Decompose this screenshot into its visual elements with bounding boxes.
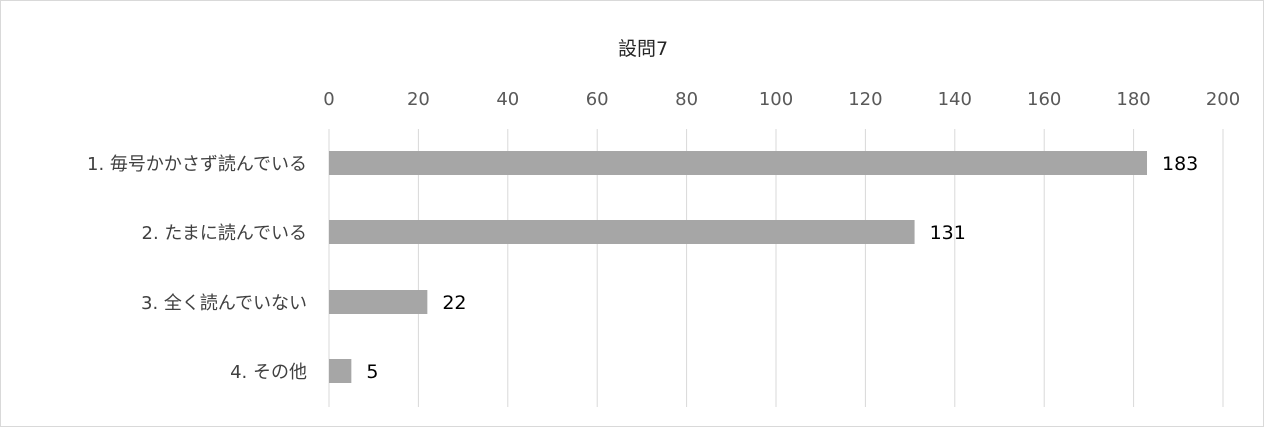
- x-tick-label: 40: [496, 89, 519, 110]
- bar: [329, 220, 915, 244]
- category-label: 2. たまに読んでいる: [142, 223, 307, 244]
- bar: [329, 290, 428, 314]
- x-tick-label: 60: [586, 89, 609, 110]
- x-tick-label: 200: [1206, 89, 1240, 110]
- x-tick-label: 180: [1116, 89, 1150, 110]
- gridlines: [328, 129, 1224, 407]
- x-tick-label: 80: [675, 89, 698, 110]
- data-label: 131: [930, 222, 966, 244]
- data-label: 183: [1162, 153, 1198, 175]
- x-tick-label: 20: [407, 89, 430, 110]
- category-labels: 1. 毎号かかさず読んでいる 2. たまに読んでいる 3. 全く読んでいない 4. そ…: [87, 154, 307, 383]
- data-labels: 183 131 22 5: [366, 153, 1198, 383]
- x-tick-label: 0: [323, 89, 334, 110]
- chart-title: 設問7: [618, 38, 668, 60]
- category-label: 4. その他: [230, 362, 307, 383]
- bar: [329, 359, 352, 383]
- x-tick-label: 160: [1027, 89, 1061, 110]
- x-tick-label: 100: [759, 89, 793, 110]
- x-tick-label: 120: [848, 89, 882, 110]
- x-axis-ticks: 0 20 40 60 80 100 120 140 160 180 200: [323, 89, 1240, 110]
- category-label: 1. 毎号かかさず読んでいる: [87, 154, 307, 175]
- x-tick-label: 140: [938, 89, 972, 110]
- data-label: 22: [442, 292, 466, 314]
- bar: [329, 151, 1148, 175]
- category-label: 3. 全く読んでいない: [141, 293, 307, 314]
- data-label: 5: [366, 361, 378, 383]
- bars: [329, 151, 1148, 383]
